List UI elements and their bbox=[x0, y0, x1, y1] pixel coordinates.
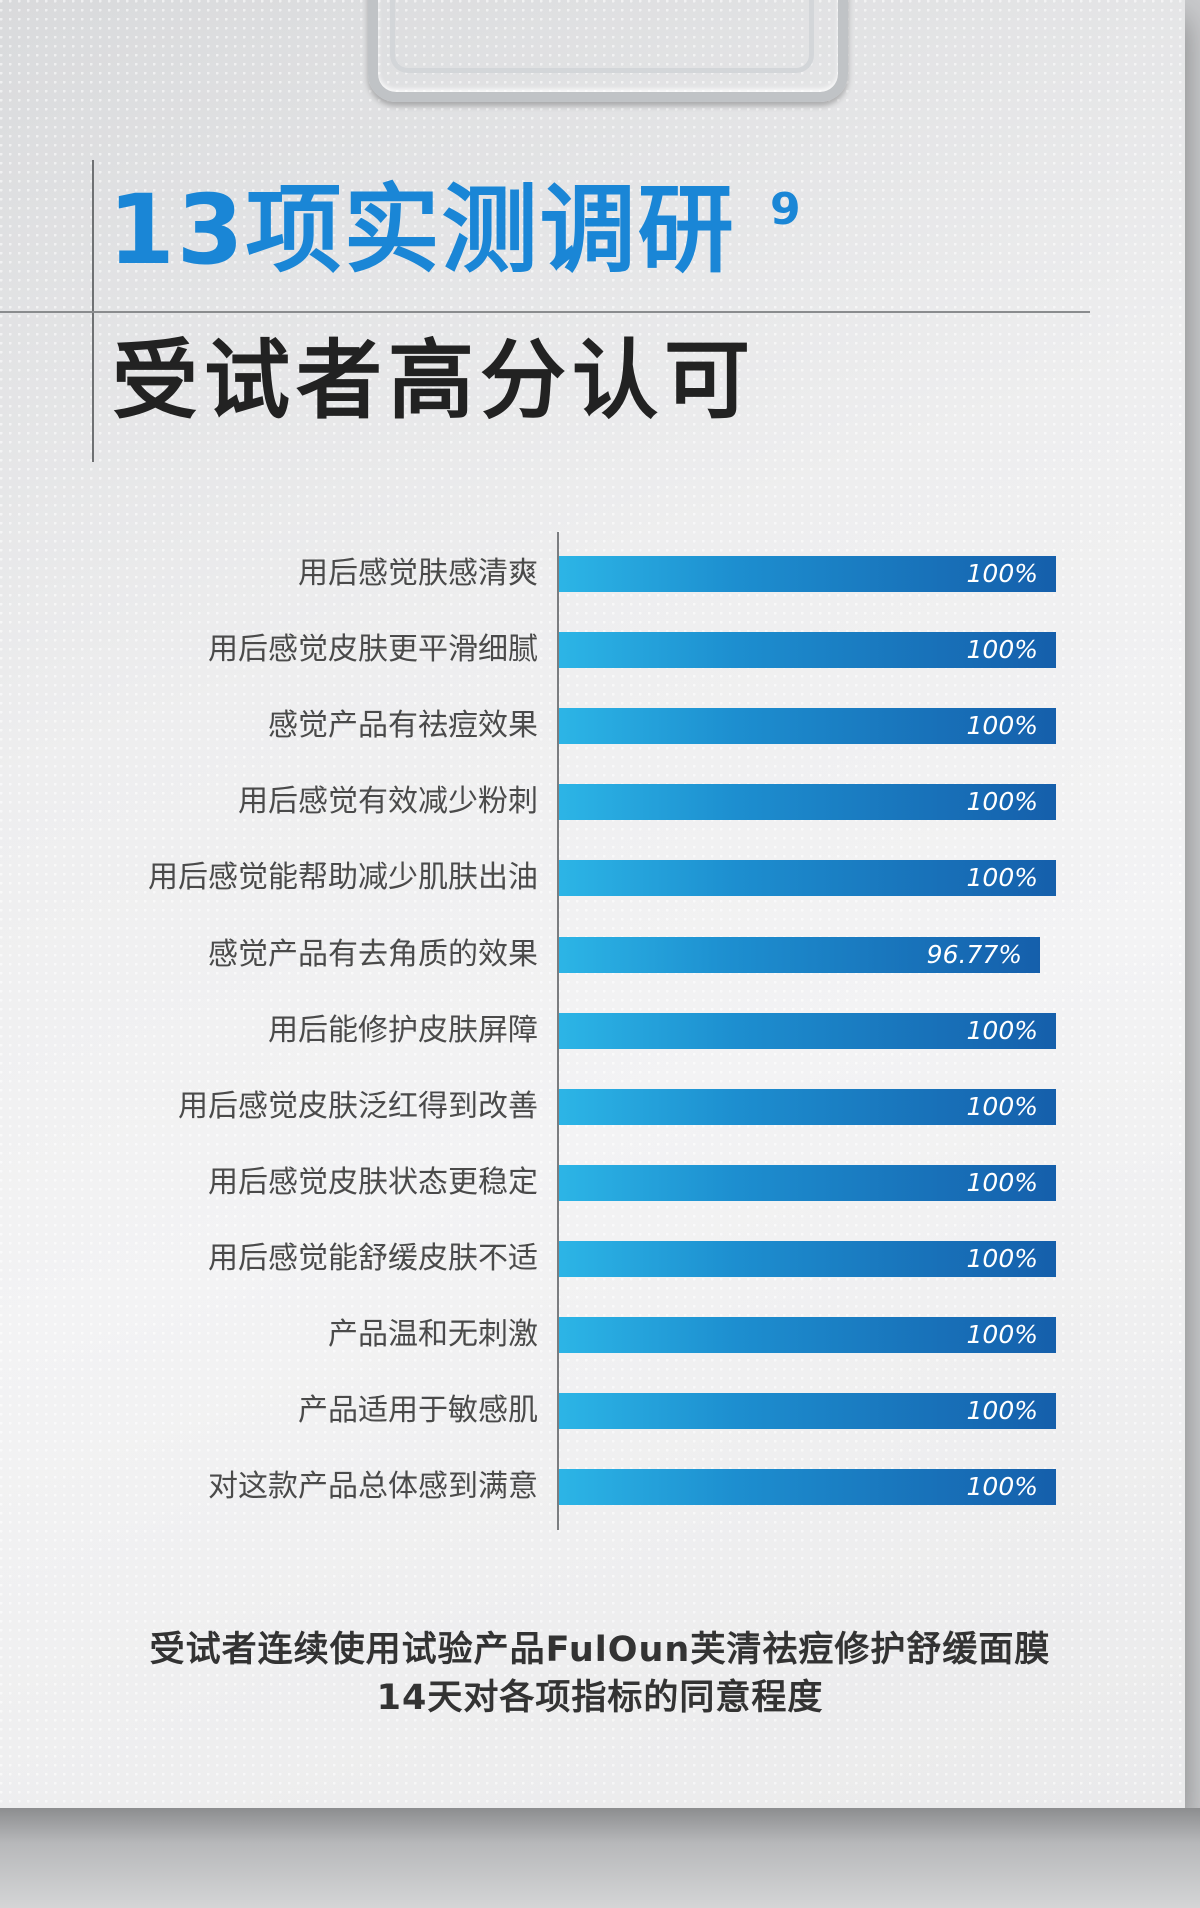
bar: 100% bbox=[559, 784, 1056, 820]
bar-value-label: 100% bbox=[966, 1396, 1038, 1425]
bar: 100% bbox=[559, 708, 1056, 744]
title-horizontal-rule bbox=[0, 311, 1090, 313]
bar-value-label: 100% bbox=[966, 1016, 1038, 1045]
title-footnote-marker: 9 bbox=[770, 184, 801, 235]
bar-label: 感觉产品有去角质的效果 bbox=[208, 937, 538, 972]
bar: 100% bbox=[559, 1165, 1056, 1201]
bar-label: 产品温和无刺激 bbox=[328, 1317, 538, 1352]
page-title: 13项实测调研 bbox=[108, 174, 736, 286]
bar-value-label: 100% bbox=[966, 1168, 1038, 1197]
bar-value-label: 100% bbox=[966, 1244, 1038, 1273]
bar: 100% bbox=[559, 1469, 1056, 1505]
bar: 100% bbox=[559, 1241, 1056, 1277]
bar-label: 用后感觉能舒缓皮肤不适 bbox=[208, 1241, 538, 1276]
bar-label: 产品适用于敏感肌 bbox=[298, 1393, 538, 1428]
bar-value-label: 100% bbox=[966, 1092, 1038, 1121]
bar-label: 用后感觉能帮助减少肌肤出油 bbox=[148, 860, 538, 895]
footnote-line-2: 14天对各项指标的同意程度 bbox=[376, 1678, 824, 1718]
bar-label: 用后感觉皮肤状态更稳定 bbox=[208, 1165, 538, 1200]
bar: 100% bbox=[559, 632, 1056, 668]
metal-clip-icon bbox=[368, 0, 848, 102]
bar-value-label: 100% bbox=[966, 1320, 1038, 1349]
bar-label: 用后感觉皮肤更平滑细腻 bbox=[208, 632, 538, 667]
bar-value-label: 100% bbox=[966, 787, 1038, 816]
bar-value-label: 100% bbox=[966, 711, 1038, 740]
bar: 100% bbox=[559, 1393, 1056, 1429]
bar-label: 用后感觉皮肤泛红得到改善 bbox=[178, 1089, 538, 1124]
bar: 100% bbox=[559, 556, 1056, 592]
bar-label: 对这款产品总体感到满意 bbox=[208, 1469, 538, 1504]
bar-label: 用后能修护皮肤屏障 bbox=[268, 1013, 538, 1048]
footnote-line-1: 受试者连续使用试验产品FulOun芙清祛痘修护舒缓面膜 bbox=[149, 1630, 1051, 1670]
bar-value-label: 100% bbox=[966, 1472, 1038, 1501]
bar-label: 感觉产品有祛痘效果 bbox=[268, 708, 538, 743]
bar-value-label: 100% bbox=[966, 635, 1038, 664]
bar: 96.77% bbox=[559, 937, 1040, 973]
bar-label: 用后感觉有效减少粉刺 bbox=[238, 784, 538, 819]
bar: 100% bbox=[559, 1089, 1056, 1125]
clipboard-background bbox=[0, 0, 1185, 1808]
bar: 100% bbox=[559, 860, 1056, 896]
bar-value-label: 100% bbox=[966, 559, 1038, 588]
bar-value-label: 100% bbox=[966, 863, 1038, 892]
bar-label: 用后感觉肤感清爽 bbox=[298, 556, 538, 591]
clipboard-shadow bbox=[0, 1808, 1200, 1908]
metal-clip-inner bbox=[390, 0, 814, 73]
page-subtitle: 受试者高分认可 bbox=[112, 331, 756, 431]
bar-value-label: 96.77% bbox=[926, 940, 1022, 969]
chart-axis-line bbox=[557, 532, 559, 1530]
bar: 100% bbox=[559, 1317, 1056, 1353]
bar: 100% bbox=[559, 1013, 1056, 1049]
